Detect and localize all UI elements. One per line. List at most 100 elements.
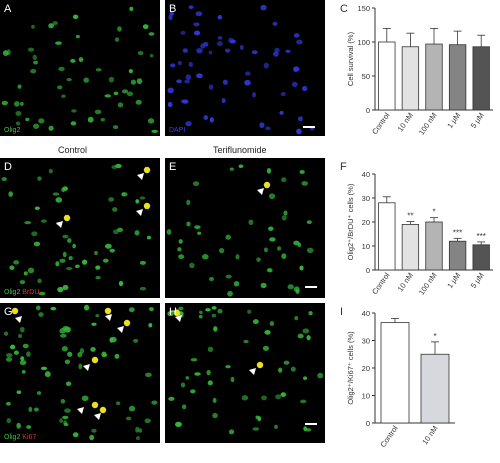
cell — [50, 306, 57, 311]
cell — [66, 266, 73, 271]
cell — [148, 307, 154, 311]
cell — [294, 315, 299, 321]
cell — [114, 353, 120, 359]
cell — [20, 101, 24, 106]
cell — [199, 310, 203, 315]
cell — [77, 351, 83, 358]
cell — [68, 256, 73, 261]
cell — [211, 313, 217, 318]
y-tick-label: 30 — [362, 194, 370, 203]
double-labeled-cell — [11, 307, 19, 315]
bar — [420, 353, 450, 424]
cell — [208, 84, 214, 90]
cell — [281, 215, 287, 221]
cell — [222, 79, 228, 85]
cell — [227, 290, 233, 297]
x-tick-label: Control — [378, 424, 399, 449]
cell — [198, 314, 203, 319]
cell — [244, 79, 251, 86]
cell — [74, 264, 80, 269]
cell — [14, 101, 20, 107]
arrowhead-icon — [83, 364, 90, 371]
cell — [269, 321, 275, 327]
cell — [58, 66, 65, 72]
cell — [252, 319, 259, 325]
cell — [168, 396, 175, 401]
cell — [280, 92, 286, 97]
cell — [23, 271, 28, 276]
cell — [95, 313, 100, 318]
cell — [188, 61, 193, 68]
cell — [144, 418, 151, 424]
cell — [83, 304, 90, 311]
double-labeled-cell — [123, 319, 131, 327]
bar — [378, 41, 396, 111]
cell — [192, 181, 200, 187]
x-tick-label: 1 μM — [445, 111, 462, 130]
cell — [146, 235, 151, 240]
cell — [281, 177, 287, 183]
bar — [401, 224, 420, 271]
cell — [125, 416, 132, 421]
cell — [244, 71, 251, 76]
panel-label: I — [340, 306, 343, 318]
y-tick-label: 30 — [362, 337, 370, 346]
cell — [300, 399, 307, 404]
arrowhead-icon — [136, 209, 143, 216]
x-tick-label: Control — [370, 111, 391, 136]
cell — [229, 167, 234, 171]
cell — [139, 286, 147, 291]
cell — [71, 109, 77, 113]
cell — [189, 262, 195, 269]
bar — [472, 46, 490, 111]
stain-label-g: Olig2 Ki67 — [4, 434, 36, 441]
bar — [380, 322, 410, 424]
y-tick-label: 20 — [362, 364, 370, 373]
cell — [121, 89, 129, 94]
y-tick-label: 40 — [362, 309, 370, 318]
cell — [6, 401, 11, 406]
panel-label-g: G — [4, 306, 13, 318]
cell — [169, 63, 176, 68]
cells-dapi — [167, 4, 315, 135]
cell — [87, 116, 94, 123]
panel-label-e: E — [169, 161, 177, 173]
cell — [241, 395, 249, 401]
chart-olig2-ki67: I 0 10 20 30 40 Olig2⁺/Ki67⁺ cells (%) Control *… — [340, 306, 455, 449]
cell — [263, 247, 268, 253]
cell — [190, 358, 198, 362]
y-tick-label: 100 — [357, 38, 370, 47]
cell — [176, 79, 182, 84]
cell — [302, 376, 308, 381]
micrograph-h: H — [165, 303, 325, 443]
arrowhead-icon — [117, 326, 124, 333]
cell — [59, 258, 66, 263]
cell — [256, 257, 261, 262]
cell — [228, 37, 234, 44]
cell — [190, 389, 196, 394]
cell — [25, 117, 30, 122]
cell — [19, 360, 27, 366]
cell — [185, 121, 192, 127]
stain-text: Olig2 — [4, 127, 21, 134]
cell — [9, 344, 16, 350]
cell — [196, 48, 203, 54]
cell — [55, 197, 63, 203]
cells-olig2 — [1, 6, 159, 134]
cell — [207, 380, 213, 386]
cell — [20, 356, 25, 361]
condition-label-treated: Teriflunomide — [213, 145, 267, 155]
cell — [290, 366, 296, 372]
x-tick-label: 100 nM — [417, 271, 439, 297]
panel-label-a: A — [4, 3, 12, 15]
cell — [247, 309, 252, 314]
cell — [61, 94, 66, 98]
arrowhead-icon — [137, 173, 144, 180]
cell — [188, 5, 194, 9]
cell — [178, 254, 185, 260]
cell — [186, 221, 191, 227]
cell — [22, 343, 29, 349]
cell — [109, 337, 114, 343]
cell — [31, 24, 35, 29]
